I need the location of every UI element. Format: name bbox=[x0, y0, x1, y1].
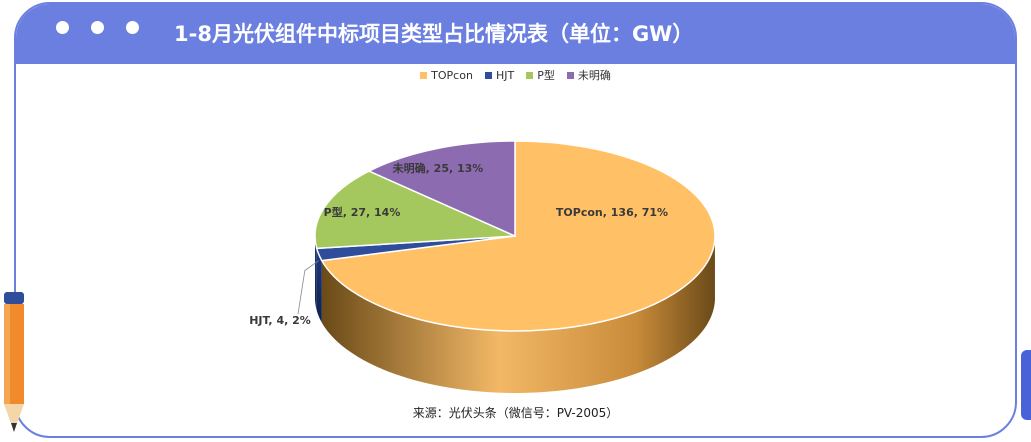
legend-label: 未明确 bbox=[577, 69, 611, 82]
legend-swatch bbox=[484, 71, 492, 79]
legend-swatch bbox=[420, 71, 428, 79]
legend-swatch bbox=[566, 71, 574, 79]
pie-slice-0 bbox=[320, 140, 716, 332]
legend-label: P型 bbox=[537, 69, 555, 82]
title-bar: 1-8月光伏组件中标项目类型占比情况表（单位：GW） bbox=[16, 4, 1015, 64]
pie-side-1 bbox=[316, 248, 322, 323]
window-dot-3 bbox=[126, 21, 139, 34]
legend-label: HJT bbox=[495, 68, 515, 82]
window-dot-1 bbox=[56, 21, 69, 34]
window-dot-2 bbox=[91, 21, 104, 34]
legend-item-3: 未明确 bbox=[566, 67, 611, 83]
leader-line bbox=[297, 260, 320, 315]
data-label-0: TOPcon, 136, 71% bbox=[556, 206, 668, 219]
pie-side-0 bbox=[321, 238, 715, 393]
pencil-icon bbox=[4, 292, 24, 432]
chart-title: 1-8月光伏组件中标项目类型占比情况表（单位：GW） bbox=[174, 22, 694, 46]
legend-item-0: TOPcon bbox=[420, 69, 473, 82]
pie-slice-2 bbox=[314, 170, 516, 250]
pie-slice-3 bbox=[367, 140, 516, 238]
pie-side-2 bbox=[315, 236, 317, 311]
chart-legend: TOPcon HJT P型 未明确 bbox=[0, 66, 1031, 84]
legend-item-1: HJT bbox=[484, 68, 515, 82]
data-label-1: HJT, 4, 2% bbox=[249, 314, 311, 327]
data-label-2: P型, 27, 14% bbox=[324, 205, 401, 219]
source-note: 来源：光伏头条（微信号：PV-2005） bbox=[412, 406, 619, 420]
legend-swatch bbox=[526, 71, 534, 79]
legend-label: TOPcon bbox=[431, 68, 473, 82]
side-tab bbox=[1021, 350, 1031, 420]
data-label-3: 未明确, 25, 13% bbox=[392, 161, 484, 175]
legend-item-2: P型 bbox=[526, 67, 555, 83]
